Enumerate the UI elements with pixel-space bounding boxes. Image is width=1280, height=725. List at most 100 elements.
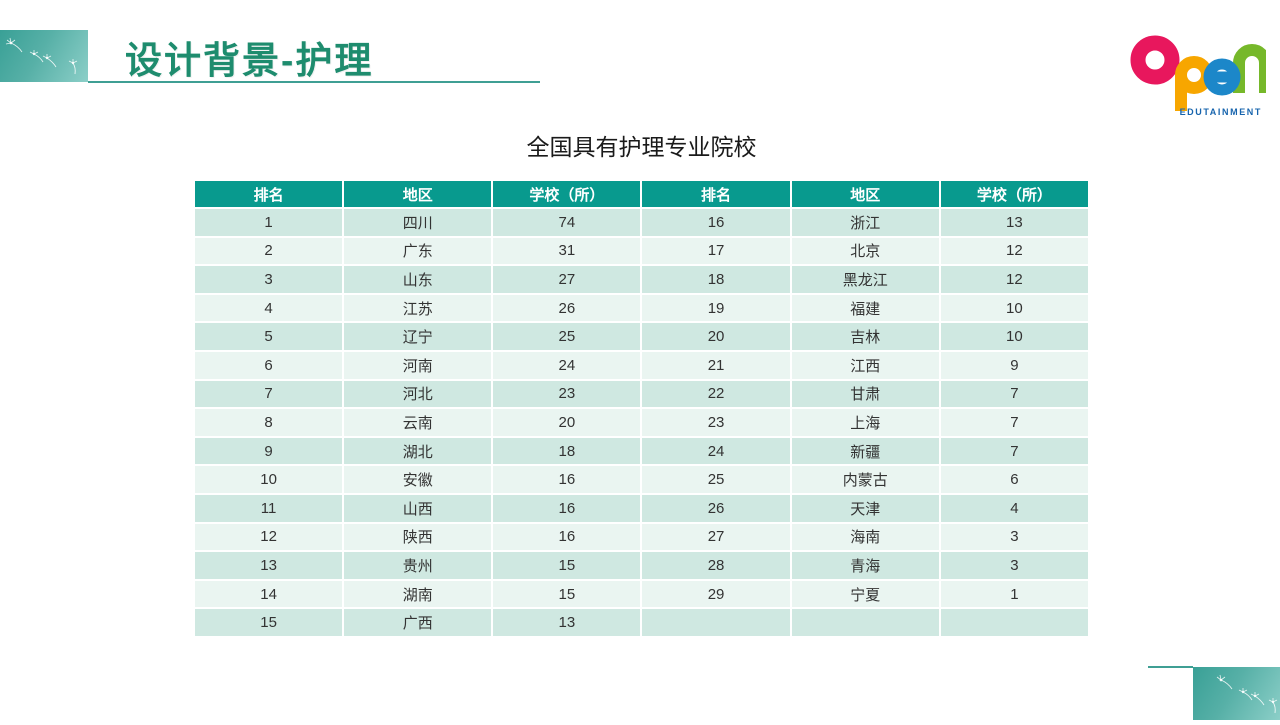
table-cell: 23 bbox=[493, 380, 641, 408]
table-cell: 3 bbox=[940, 523, 1088, 551]
table-cell: 北京 bbox=[791, 237, 939, 265]
logo-subtitle: EDUTAINMENT bbox=[1179, 107, 1262, 117]
table-cell: 13 bbox=[195, 552, 343, 579]
table-cell: 26 bbox=[642, 494, 790, 522]
table-row: 2 广东 31 17 北京 12 bbox=[195, 237, 1088, 265]
corner-line bbox=[1148, 666, 1193, 668]
dandelion-seeds-icon bbox=[5, 37, 78, 75]
table-cell: 17 bbox=[642, 237, 790, 265]
table-cell: 5 bbox=[195, 323, 343, 350]
table-cell: 3 bbox=[940, 552, 1088, 579]
table-row: 4 江苏 26 19 福建 10 bbox=[195, 294, 1088, 322]
table-cell: 13 bbox=[940, 209, 1088, 236]
table-cell bbox=[940, 609, 1088, 636]
page-title: 设计背景-护理 bbox=[125, 40, 374, 81]
table-cell: 湖北 bbox=[344, 437, 492, 465]
table-cell: 6 bbox=[940, 466, 1088, 493]
table-cell: 四川 bbox=[344, 209, 492, 236]
table-cell bbox=[642, 609, 790, 636]
column-header: 学校（所） bbox=[493, 181, 641, 207]
table-row: 7 河北 23 22 甘肃 7 bbox=[195, 380, 1088, 408]
table-cell: 甘肃 bbox=[791, 380, 939, 408]
table-cell: 24 bbox=[493, 351, 641, 379]
table-cell: 22 bbox=[642, 380, 790, 408]
table-cell: 浙江 bbox=[791, 209, 939, 236]
table-cell: 28 bbox=[642, 552, 790, 579]
table-cell: 上海 bbox=[791, 409, 939, 436]
table-cell: 27 bbox=[493, 266, 641, 293]
table-cell: 10 bbox=[195, 466, 343, 493]
table-cell: 19 bbox=[642, 294, 790, 322]
table-cell: 21 bbox=[642, 351, 790, 379]
title-underline bbox=[88, 81, 540, 83]
table-cell: 24 bbox=[642, 437, 790, 465]
table-cell: 8 bbox=[195, 409, 343, 436]
table-cell: 2 bbox=[195, 237, 343, 265]
logo-letter-o bbox=[1130, 35, 1180, 85]
table-cell: 广东 bbox=[344, 237, 492, 265]
table-cell: 山东 bbox=[344, 266, 492, 293]
table-cell: 河北 bbox=[344, 380, 492, 408]
corner-decoration-top-left bbox=[0, 30, 88, 82]
table-row: 9 湖北 18 24 新疆 7 bbox=[195, 437, 1088, 465]
table-cell: 7 bbox=[940, 437, 1088, 465]
table-cell: 1 bbox=[940, 580, 1088, 608]
table-cell: 10 bbox=[940, 323, 1088, 350]
table-cell: 12 bbox=[195, 523, 343, 551]
table-cell: 江西 bbox=[791, 351, 939, 379]
table-cell: 3 bbox=[195, 266, 343, 293]
logo: EDUTAINMENT bbox=[1128, 33, 1266, 117]
table-cell: 23 bbox=[642, 409, 790, 436]
table-cell: 福建 bbox=[791, 294, 939, 322]
table-cell: 安徽 bbox=[344, 466, 492, 493]
table-cell: 贵州 bbox=[344, 552, 492, 579]
table-cell: 山西 bbox=[344, 494, 492, 522]
table-cell: 吉林 bbox=[791, 323, 939, 350]
corner-decoration-bottom-right bbox=[1193, 667, 1280, 720]
table-cell: 74 bbox=[493, 209, 641, 236]
table-row: 14 湖南 15 29 宁夏 1 bbox=[195, 580, 1088, 608]
table-row: 10 安徽 16 25 内蒙古 6 bbox=[195, 466, 1088, 493]
table-cell: 4 bbox=[940, 494, 1088, 522]
table-row: 3 山东 27 18 黑龙江 12 bbox=[195, 266, 1088, 293]
table-cell: 16 bbox=[493, 523, 641, 551]
table-cell: 20 bbox=[642, 323, 790, 350]
table-cell: 4 bbox=[195, 294, 343, 322]
column-header: 地区 bbox=[791, 181, 939, 207]
table-cell: 7 bbox=[195, 380, 343, 408]
table-cell: 15 bbox=[493, 552, 641, 579]
table-cell: 黑龙江 bbox=[791, 266, 939, 293]
table-cell: 31 bbox=[493, 237, 641, 265]
table-cell: 10 bbox=[940, 294, 1088, 322]
table-cell: 20 bbox=[493, 409, 641, 436]
table-cell: 16 bbox=[493, 466, 641, 493]
table-row: 12 陕西 16 27 海南 3 bbox=[195, 523, 1088, 551]
table-row: 1 四川 74 16 浙江 13 bbox=[195, 209, 1088, 236]
table-cell: 新疆 bbox=[791, 437, 939, 465]
table-cell: 江苏 bbox=[344, 294, 492, 322]
table-cell: 18 bbox=[642, 266, 790, 293]
table-cell: 6 bbox=[195, 351, 343, 379]
table-row: 5 辽宁 25 20 吉林 10 bbox=[195, 323, 1088, 350]
table-cell: 陕西 bbox=[344, 523, 492, 551]
table-cell: 湖南 bbox=[344, 580, 492, 608]
table-cell: 内蒙古 bbox=[791, 466, 939, 493]
table-cell: 辽宁 bbox=[344, 323, 492, 350]
logo-open-icon bbox=[1130, 35, 1266, 111]
table-cell: 云南 bbox=[344, 409, 492, 436]
column-header: 排名 bbox=[642, 181, 790, 207]
table-cell: 16 bbox=[493, 494, 641, 522]
table-cell: 天津 bbox=[791, 494, 939, 522]
table-cell: 11 bbox=[195, 494, 343, 522]
table-cell: 27 bbox=[642, 523, 790, 551]
column-header: 排名 bbox=[195, 181, 343, 207]
table-cell: 7 bbox=[940, 380, 1088, 408]
logo-letter-e bbox=[1203, 58, 1241, 96]
table-cell: 9 bbox=[940, 351, 1088, 379]
table-cell: 25 bbox=[493, 323, 641, 350]
table-cell: 18 bbox=[493, 437, 641, 465]
table-row: 13 贵州 15 28 青海 3 bbox=[195, 552, 1088, 579]
table-cell: 7 bbox=[940, 409, 1088, 436]
table-cell: 广西 bbox=[344, 609, 492, 636]
logo-letter-n bbox=[1233, 44, 1266, 93]
